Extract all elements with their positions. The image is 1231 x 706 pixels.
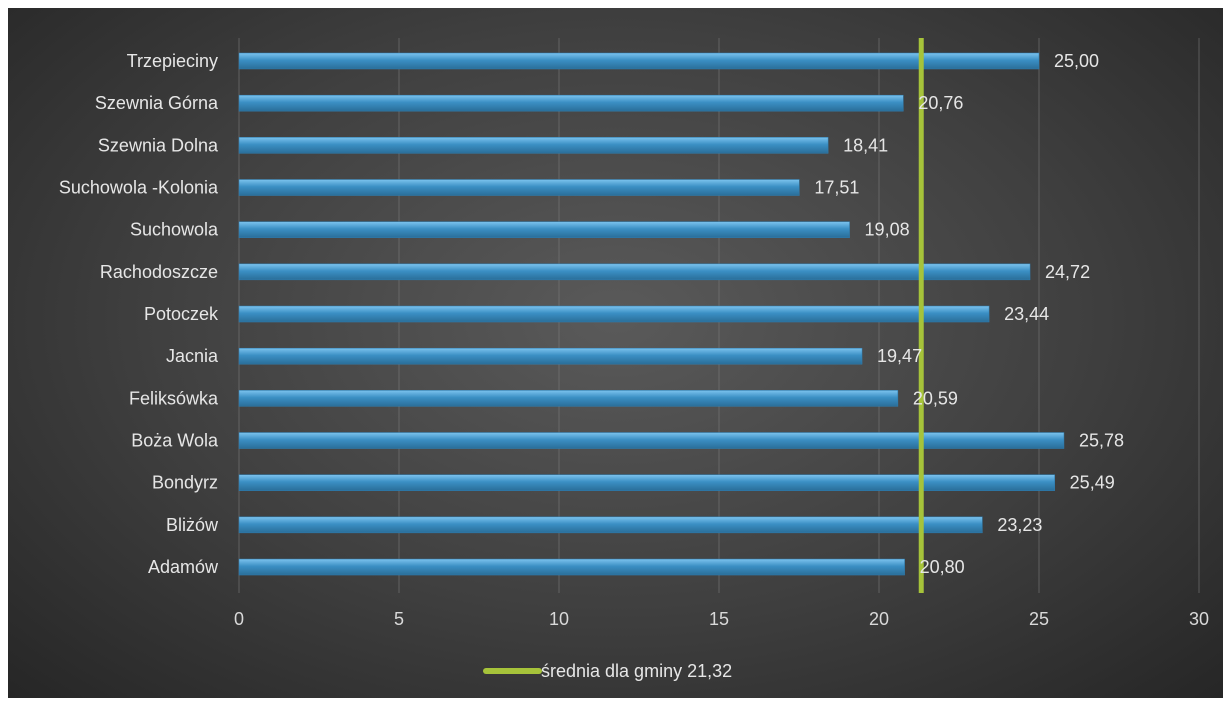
- category-label: Szewnia Górna: [95, 93, 219, 113]
- category-label: Suchowola -Kolonia: [59, 178, 219, 198]
- bars: [238, 52, 1065, 576]
- category-label: Trzepieciny: [127, 51, 218, 71]
- value-label: 25,00: [1054, 51, 1099, 71]
- bar-11: [238, 516, 983, 534]
- chart-area: 0 5 10 15 20 25 30 Trzepieciny 25,00 Szewnia Górn…: [8, 8, 1223, 698]
- bar-0: [238, 52, 1040, 70]
- value-label: 23,44: [1004, 304, 1049, 324]
- legend-label: średnia dla gminy 21,32: [541, 661, 732, 681]
- x-tick-label: 5: [394, 609, 404, 629]
- bar-7: [238, 347, 863, 365]
- bar-8: [238, 390, 899, 407]
- value-label: 20,80: [920, 557, 965, 577]
- x-tick-label: 0: [234, 609, 244, 629]
- value-label: 25,78: [1079, 431, 1124, 451]
- category-label: Potoczek: [144, 304, 219, 324]
- category-label: Rachodoszcze: [100, 262, 218, 282]
- value-label: 19,47: [877, 346, 922, 366]
- bar-6: [238, 305, 990, 323]
- x-tick-label: 15: [709, 609, 729, 629]
- bar-12: [238, 558, 905, 576]
- value-label: 20,59: [913, 388, 958, 408]
- value-label: 20,76: [918, 93, 963, 113]
- labels: 0 5 10 15 20 25 30 Trzepieciny 25,00 Szewnia Górn…: [59, 51, 1209, 629]
- value-label: 23,23: [997, 515, 1042, 535]
- bar-1: [238, 94, 904, 112]
- x-tick-label: 20: [869, 609, 889, 629]
- bar-chart: 0 5 10 15 20 25 30 Trzepieciny 25,00 Szewnia Górn…: [59, 38, 1209, 681]
- category-label: Adamów: [148, 557, 219, 577]
- value-label: 19,08: [865, 220, 910, 240]
- bar-2: [238, 137, 829, 154]
- bar-4: [238, 221, 850, 238]
- bar-5: [238, 263, 1031, 281]
- legend: średnia dla gminy 21,32: [483, 661, 732, 681]
- value-label: 24,72: [1045, 262, 1090, 282]
- category-label: Bliżów: [166, 515, 219, 535]
- category-label: Bondyrz: [152, 473, 218, 493]
- value-label: 18,41: [843, 135, 888, 155]
- bar-3: [238, 179, 800, 196]
- category-label: Jacnia: [166, 346, 219, 366]
- x-tick-label: 10: [549, 609, 569, 629]
- value-label: 25,49: [1070, 473, 1115, 493]
- bar-10: [238, 474, 1055, 491]
- category-label: Boża Wola: [131, 431, 219, 451]
- x-tick-label: 25: [1029, 609, 1049, 629]
- value-label: 17,51: [814, 178, 859, 198]
- category-label: Szewnia Dolna: [98, 135, 219, 155]
- category-label: Feliksówka: [129, 388, 219, 408]
- x-tick-label: 30: [1189, 609, 1209, 629]
- bar-9: [238, 432, 1065, 449]
- category-label: Suchowola: [130, 220, 219, 240]
